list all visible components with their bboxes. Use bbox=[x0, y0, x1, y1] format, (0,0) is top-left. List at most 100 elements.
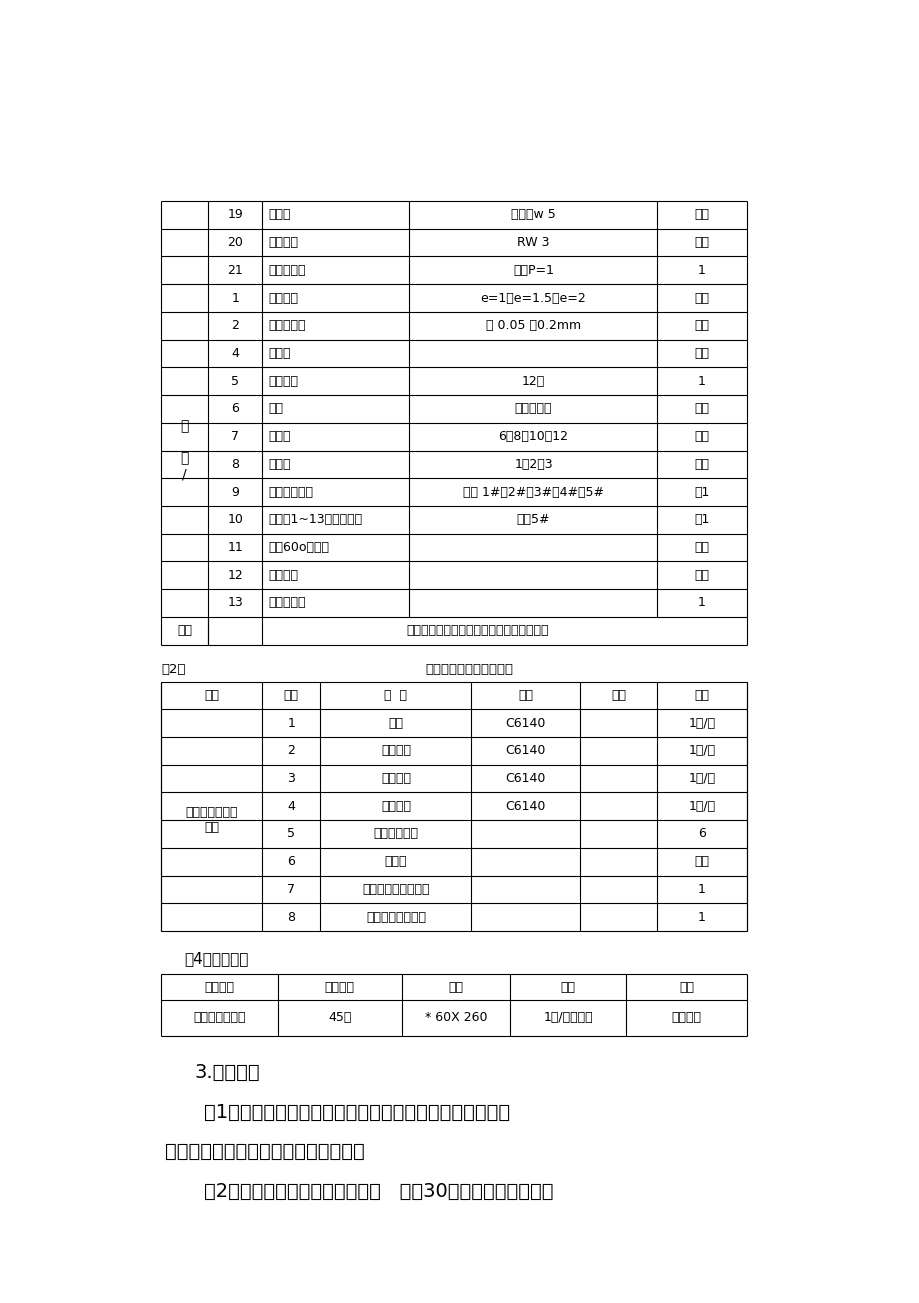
Text: 数量: 数量 bbox=[561, 981, 575, 994]
Text: 序号: 序号 bbox=[283, 689, 299, 702]
Text: 铜棒、铜皮: 铜棒、铜皮 bbox=[268, 319, 306, 332]
Text: 20: 20 bbox=[227, 236, 243, 249]
Text: 自制60o前顶尖: 自制60o前顶尖 bbox=[268, 541, 329, 554]
Text: 考场准备: 考场准备 bbox=[671, 1011, 701, 1024]
Text: 1只/车: 1只/车 bbox=[687, 771, 715, 784]
Text: 1: 1 bbox=[698, 883, 705, 896]
Text: 偏心垫块: 偏心垫块 bbox=[268, 292, 298, 305]
Text: 1台/生: 1台/生 bbox=[687, 717, 715, 730]
Text: 垫刀块: 垫刀块 bbox=[268, 457, 290, 470]
Text: 冷却液: 冷却液 bbox=[384, 855, 407, 868]
Text: 自定: 自定 bbox=[694, 568, 709, 581]
Text: 6: 6 bbox=[231, 403, 239, 416]
Text: 7: 7 bbox=[231, 430, 239, 443]
Text: 刻字编码机或记号笔: 刻字编码机或记号笔 bbox=[362, 883, 429, 896]
Text: 学生组、教师组: 学生组、教师组 bbox=[193, 1011, 245, 1024]
Text: 4: 4 bbox=[287, 800, 295, 813]
Text: 各1: 各1 bbox=[694, 486, 709, 499]
Text: 鸡心夹头: 鸡心夹头 bbox=[268, 568, 298, 581]
Text: 自定: 自定 bbox=[694, 541, 709, 554]
Text: 精度: 精度 bbox=[610, 689, 626, 702]
Text: 自定: 自定 bbox=[694, 430, 709, 443]
Text: 若干: 若干 bbox=[694, 403, 709, 416]
Text: 备注: 备注 bbox=[177, 624, 192, 637]
Text: C6140: C6140 bbox=[505, 717, 545, 730]
Text: 函数计算器: 函数计算器 bbox=[268, 597, 306, 610]
Text: （佩）带统一签发的参赛证参加竞赛。: （佩）带统一签发的参赛证参加竞赛。 bbox=[165, 1141, 365, 1161]
Text: 1: 1 bbox=[231, 292, 239, 305]
Text: 表2：: 表2： bbox=[162, 663, 186, 676]
Text: C6140: C6140 bbox=[505, 744, 545, 757]
Text: 1: 1 bbox=[698, 911, 705, 924]
Text: C6140: C6140 bbox=[505, 800, 545, 813]
Text: 3.选手须知: 3.选手须知 bbox=[194, 1063, 259, 1083]
Text: 1: 1 bbox=[698, 597, 705, 610]
Text: 2: 2 bbox=[231, 319, 239, 332]
Text: 网纹滚花刀: 网纹滚花刀 bbox=[268, 263, 306, 276]
Text: 3: 3 bbox=[287, 771, 295, 784]
Text: 自定: 自定 bbox=[694, 208, 709, 222]
Text: 9: 9 bbox=[231, 486, 239, 499]
Text: 型号: 型号 bbox=[517, 689, 533, 702]
Text: * 60X 260: * 60X 260 bbox=[425, 1011, 487, 1024]
Text: 机床附件（场地
备）: 机床附件（场地 备） bbox=[186, 807, 238, 834]
Text: 21: 21 bbox=[227, 263, 243, 276]
Text: 45钢: 45钢 bbox=[328, 1011, 351, 1024]
Text: 内六角: 内六角 bbox=[268, 430, 290, 443]
Text: 莫氏 1#、2#、3#、4#、5#: 莫氏 1#、2#、3#、4#、5# bbox=[462, 486, 604, 499]
Text: 11: 11 bbox=[227, 541, 243, 554]
Text: 三爪卡盘: 三爪卡盘 bbox=[380, 744, 411, 757]
Text: 要求: 要求 bbox=[678, 981, 693, 994]
Text: 8: 8 bbox=[231, 457, 239, 470]
Text: （1）参赛选手必须持本人身份证、学生证、教师证明并携: （1）参赛选手必须持本人身份证、学生证、教师证明并携 bbox=[204, 1104, 510, 1122]
Text: 13: 13 bbox=[227, 597, 243, 610]
Text: 10: 10 bbox=[227, 513, 243, 526]
Text: 莫氏5#: 莫氏5# bbox=[516, 513, 550, 526]
Text: 自定: 自定 bbox=[694, 292, 709, 305]
Text: 1: 1 bbox=[698, 263, 705, 276]
Text: 清除铁用屑的钩子: 清除铁用屑的钩子 bbox=[366, 911, 425, 924]
Text: 1副/车: 1副/车 bbox=[687, 800, 715, 813]
Text: 6、8、10、12: 6、8、10、12 bbox=[498, 430, 568, 443]
Text: 19: 19 bbox=[227, 208, 243, 222]
Text: 12: 12 bbox=[227, 568, 243, 581]
Text: 6: 6 bbox=[287, 855, 295, 868]
Text: 数量: 数量 bbox=[694, 689, 709, 702]
Text: 工

具
/: 工 具 / bbox=[180, 420, 188, 482]
Text: 一字、十字: 一字、十字 bbox=[515, 403, 551, 416]
Text: 钻夹头1~13、活络顶尖: 钻夹头1~13、活络顶尖 bbox=[268, 513, 362, 526]
Text: 5: 5 bbox=[287, 827, 295, 840]
Text: 圆弧车刀: 圆弧车刀 bbox=[268, 236, 298, 249]
Text: 活络板手: 活络板手 bbox=[268, 375, 298, 388]
Text: 红丹粉: 红丹粉 bbox=[268, 347, 290, 360]
Text: 厚 0.05 ～0.2mm: 厚 0.05 ～0.2mm bbox=[485, 319, 581, 332]
Text: 6: 6 bbox=[698, 827, 705, 840]
Text: RW 3: RW 3 bbox=[516, 236, 550, 249]
Text: 车床: 车床 bbox=[388, 717, 403, 730]
Text: 1只/车: 1只/车 bbox=[687, 744, 715, 757]
Text: 材料名称: 材料名称 bbox=[324, 981, 355, 994]
Text: 不得使用偏心夹套、开缝夹套、对合夹套。: 不得使用偏心夹套、开缝夹套、对合夹套。 bbox=[405, 624, 548, 637]
Text: 5: 5 bbox=[231, 375, 239, 388]
Text: 1段/每位考生: 1段/每位考生 bbox=[543, 1011, 593, 1024]
Text: 4: 4 bbox=[231, 347, 239, 360]
Text: 自定: 自定 bbox=[694, 457, 709, 470]
Text: 相应配套钻套: 相应配套钻套 bbox=[268, 486, 313, 499]
Text: （4）材料准备: （4）材料准备 bbox=[185, 951, 249, 967]
Text: 各1: 各1 bbox=[694, 513, 709, 526]
Text: 切断刀: 切断刀 bbox=[268, 208, 290, 222]
Text: 规格: 规格 bbox=[448, 981, 463, 994]
Text: 刀头宽w 5: 刀头宽w 5 bbox=[511, 208, 555, 222]
Text: e=1、e=1.5、e=2: e=1、e=1.5、e=2 bbox=[480, 292, 585, 305]
Text: 名  称: 名 称 bbox=[384, 689, 407, 702]
Text: 网纹P=1: 网纹P=1 bbox=[513, 263, 553, 276]
Text: 若干: 若干 bbox=[694, 855, 709, 868]
Text: 1、2、3: 1、2、3 bbox=[514, 457, 552, 470]
Text: 砂轮机及砂轮: 砂轮机及砂轮 bbox=[373, 827, 418, 840]
Text: 12时: 12时 bbox=[521, 375, 545, 388]
Text: 8: 8 bbox=[287, 911, 295, 924]
Text: C6140: C6140 bbox=[505, 771, 545, 784]
Text: 7: 7 bbox=[287, 883, 295, 896]
Text: 参赛组别: 参赛组别 bbox=[204, 981, 234, 994]
Text: 1: 1 bbox=[287, 717, 295, 730]
